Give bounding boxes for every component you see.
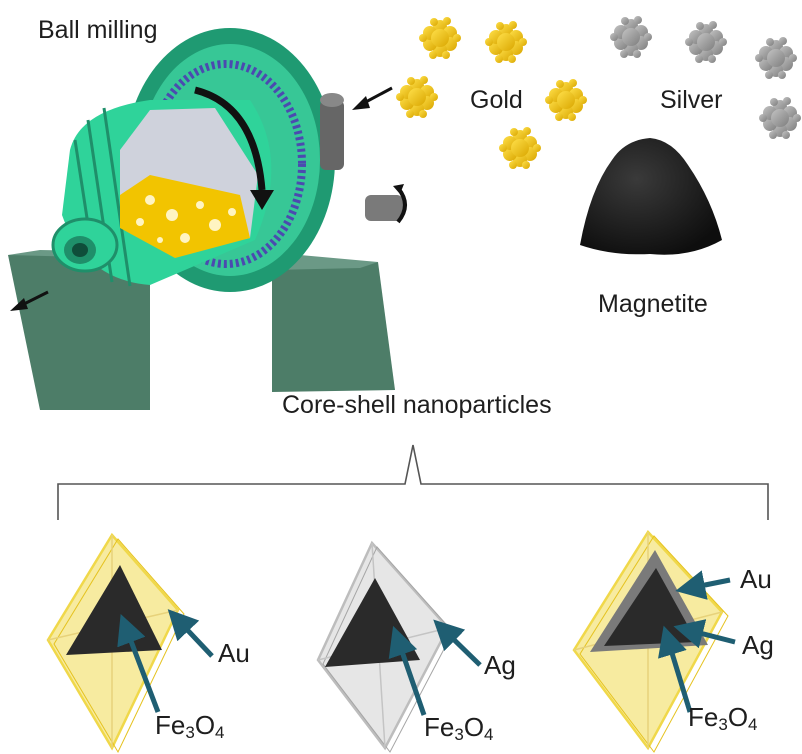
ag-shell-label: Ag xyxy=(484,650,516,680)
fe3o4-label: Fe3O4 xyxy=(155,710,225,742)
au-pointer-arrow xyxy=(675,570,731,600)
ag-inner-shell-label: Ag xyxy=(742,630,774,660)
ag-pointer-arrow xyxy=(433,619,482,667)
magnetite-label: Magnetite xyxy=(598,290,708,318)
fe3o4-pointer-arrow xyxy=(388,625,427,716)
gold-label: Gold xyxy=(470,86,523,114)
core-shell-label: Core-shell nanoparticles xyxy=(282,391,552,419)
core-shell-particle-au xyxy=(46,532,214,754)
product-bracket xyxy=(57,444,769,520)
mill-stand-left xyxy=(8,252,150,410)
mill-stand-right xyxy=(272,262,395,392)
core-shell-particle-au-ag xyxy=(572,529,736,753)
outlet-arrow xyxy=(21,290,49,307)
ag-pointer-arrow xyxy=(673,619,736,649)
silver-particles xyxy=(610,16,801,139)
rotation-arrow xyxy=(194,86,266,191)
au-outer-shell-label: Au xyxy=(740,564,772,594)
fe3o4-label: Fe3O4 xyxy=(424,712,494,744)
mill-shaft xyxy=(320,100,344,170)
magnetite-rock xyxy=(580,138,722,255)
au-pointer-arrow xyxy=(167,609,214,658)
au-shell-label: Au xyxy=(218,638,250,668)
core-shell-particle-ag xyxy=(316,540,482,753)
silver-label: Silver xyxy=(660,86,723,114)
fe3o4-pointer-arrow xyxy=(658,625,693,713)
ball-mill xyxy=(8,28,407,410)
fe3o4-label: Fe3O4 xyxy=(688,702,758,734)
fe3o4-pointer-arrow xyxy=(117,613,161,713)
ball-milling-title: Ball milling xyxy=(38,16,158,44)
